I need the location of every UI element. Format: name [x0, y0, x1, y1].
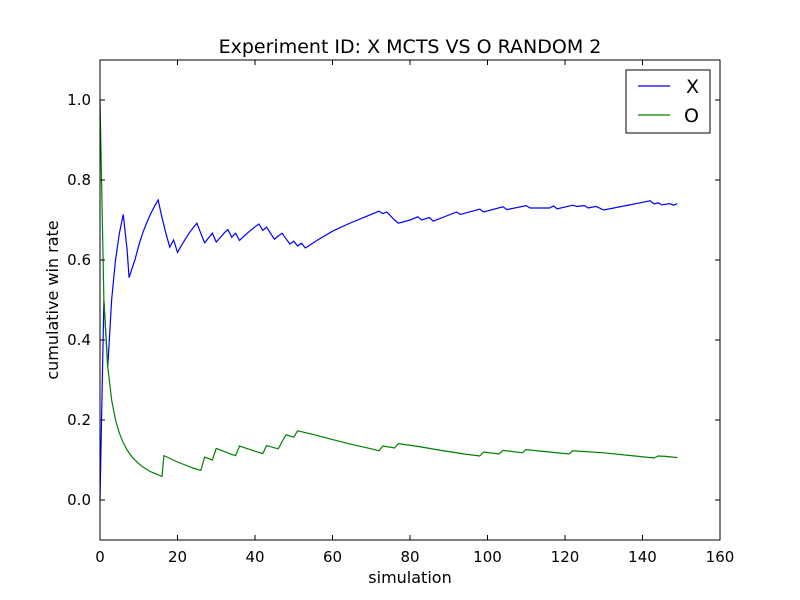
y-axis-title: cumulative win rate: [43, 220, 62, 379]
series-layer: [99, 99, 678, 501]
x-tick-label: 20: [168, 548, 187, 566]
y-axis: 0.0 0.2 0.4 0.6 0.8 1.0: [67, 91, 720, 509]
x-tick-label: 100: [473, 548, 502, 566]
y-tick-label: 1.0: [67, 91, 91, 109]
x-tick-label: 140: [628, 548, 657, 566]
legend-box: [625, 69, 711, 134]
series-line-o: [99, 99, 678, 478]
x-axis: 0 20 40 60 80 100 120 140 160: [95, 60, 734, 566]
y-tick-label: 0.4: [67, 331, 91, 349]
y-tick-label: 0.8: [67, 171, 91, 189]
x-axis-title: simulation: [368, 568, 451, 587]
chart-title: Experiment ID: X MCTS VS O RANDOM 2: [219, 36, 602, 58]
x-tick-label: 40: [245, 548, 264, 566]
legend-label-x: X: [686, 76, 699, 98]
legend-label-o: O: [684, 105, 699, 127]
x-tick-label: 0: [95, 548, 105, 566]
x-tick-label: 60: [323, 548, 342, 566]
series-line-x: [99, 198, 678, 501]
x-tick-label: 120: [551, 548, 580, 566]
x-tick-label: 80: [400, 548, 419, 566]
y-tick-label: 0.0: [67, 491, 91, 509]
y-tick-label: 0.6: [67, 251, 91, 269]
x-tick-label: 160: [706, 548, 735, 566]
legend: X O: [625, 69, 711, 134]
y-tick-label: 0.2: [67, 411, 91, 429]
